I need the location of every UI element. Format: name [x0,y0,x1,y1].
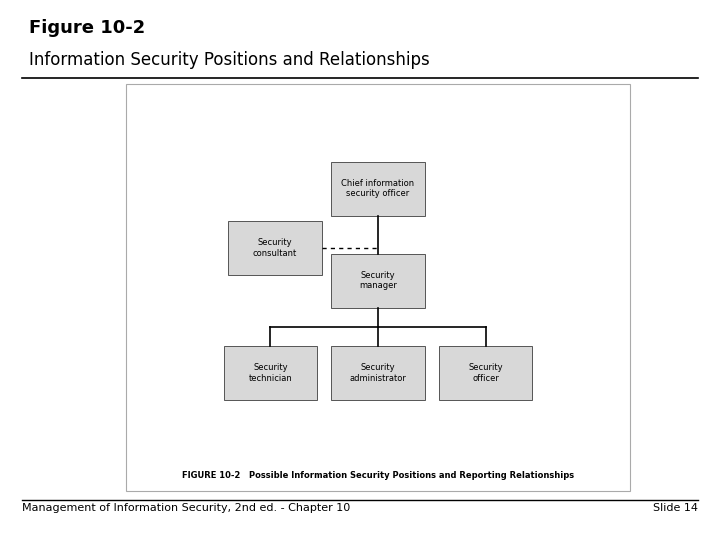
Text: Security
consultant: Security consultant [253,238,297,258]
Text: FIGURE 10-2   Possible Information Security Positions and Reporting Relationship: FIGURE 10-2 Possible Information Securit… [182,471,574,480]
Text: Security
administrator: Security administrator [350,363,406,383]
Text: Security
officer: Security officer [468,363,503,383]
Text: Security
manager: Security manager [359,271,397,291]
Text: Slide 14: Slide 14 [654,503,698,514]
Text: Chief information
security officer: Chief information security officer [341,179,415,198]
Text: Management of Information Security, 2nd ed. - Chapter 10: Management of Information Security, 2nd … [22,503,350,514]
Text: Security
technician: Security technician [248,363,292,383]
Text: Information Security Positions and Relationships: Information Security Positions and Relat… [29,51,430,69]
Text: Figure 10-2: Figure 10-2 [29,19,145,37]
